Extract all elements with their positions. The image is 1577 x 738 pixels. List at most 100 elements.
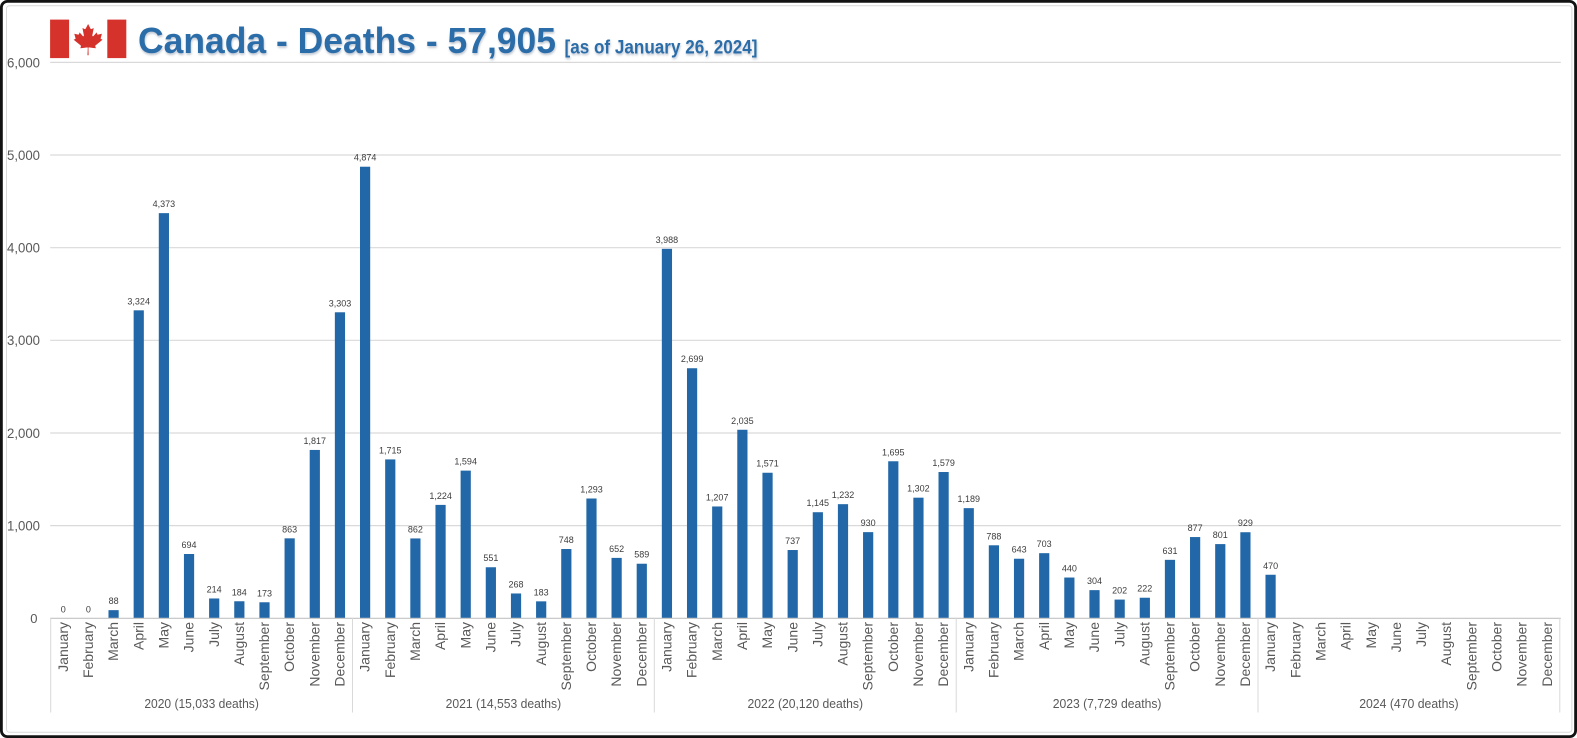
svg-text:2021 (14,553 deaths): 2021 (14,553 deaths) <box>446 696 562 711</box>
svg-text:November: November <box>1514 622 1530 687</box>
svg-text:February: February <box>80 622 96 678</box>
svg-text:April: April <box>1338 622 1354 650</box>
svg-text:March: March <box>105 622 121 661</box>
svg-text:March: March <box>709 622 725 661</box>
svg-text:September: September <box>558 622 574 691</box>
svg-text:1,293: 1,293 <box>580 485 603 495</box>
svg-text:1,579: 1,579 <box>932 458 955 468</box>
svg-text:551: 551 <box>483 553 498 563</box>
svg-text:November: November <box>306 622 322 687</box>
svg-text:183: 183 <box>534 587 549 597</box>
svg-text:788: 788 <box>986 531 1001 541</box>
svg-text:October: October <box>583 622 599 672</box>
svg-text:August: August <box>231 622 247 666</box>
svg-text:October: October <box>1489 622 1505 672</box>
svg-text:3,324: 3,324 <box>127 296 150 306</box>
svg-text:2,035: 2,035 <box>731 416 754 426</box>
svg-text:November: November <box>1212 622 1228 687</box>
svg-text:5,000: 5,000 <box>7 148 40 163</box>
svg-text:440: 440 <box>1062 564 1077 574</box>
svg-text:1,594: 1,594 <box>454 457 477 467</box>
svg-text:2,000: 2,000 <box>7 426 40 441</box>
svg-text:1,817: 1,817 <box>304 436 327 446</box>
svg-text:1,302: 1,302 <box>907 484 930 494</box>
svg-text:March: March <box>1011 622 1027 661</box>
svg-text:703: 703 <box>1037 539 1052 549</box>
svg-text:October: October <box>281 622 297 672</box>
svg-text:April: April <box>130 622 146 650</box>
svg-text:May: May <box>759 622 775 648</box>
svg-text:January: January <box>357 622 373 672</box>
svg-text:July: July <box>206 622 222 647</box>
svg-text:1,232: 1,232 <box>832 490 855 500</box>
svg-text:929: 929 <box>1238 518 1253 528</box>
svg-text:1,189: 1,189 <box>958 494 981 504</box>
svg-text:694: 694 <box>181 540 196 550</box>
svg-text:652: 652 <box>609 544 624 554</box>
svg-text:1,207: 1,207 <box>706 493 729 503</box>
svg-text:643: 643 <box>1012 545 1027 555</box>
svg-text:304: 304 <box>1087 576 1102 586</box>
svg-text:June: June <box>1388 622 1404 653</box>
svg-text:July: July <box>809 622 825 647</box>
svg-text:2,699: 2,699 <box>681 354 704 364</box>
svg-text:0: 0 <box>30 611 37 626</box>
svg-text:July: July <box>1111 622 1127 647</box>
svg-text:184: 184 <box>232 587 247 597</box>
svg-text:6,000: 6,000 <box>7 55 40 70</box>
svg-text:August: August <box>533 622 549 666</box>
svg-text:2022 (20,120 deaths): 2022 (20,120 deaths) <box>748 696 864 711</box>
svg-text:0: 0 <box>86 604 91 614</box>
svg-text:173: 173 <box>257 588 272 598</box>
svg-text:July: July <box>1413 622 1429 647</box>
svg-text:3,988: 3,988 <box>656 235 679 245</box>
svg-text:748: 748 <box>559 535 574 545</box>
svg-text:September: September <box>256 622 272 691</box>
svg-text:801: 801 <box>1213 530 1228 540</box>
svg-text:4,874: 4,874 <box>354 153 377 163</box>
svg-text:1,145: 1,145 <box>807 498 830 508</box>
svg-text:May: May <box>457 622 473 648</box>
svg-text:May: May <box>1061 622 1077 648</box>
svg-text:1,715: 1,715 <box>379 445 402 455</box>
svg-text:88: 88 <box>109 596 119 606</box>
svg-text:September: September <box>1463 622 1479 691</box>
svg-text:2023 (7,729 deaths): 2023 (7,729 deaths) <box>1053 696 1162 711</box>
svg-text:863: 863 <box>282 524 297 534</box>
svg-text:January: January <box>55 622 71 672</box>
svg-text:589: 589 <box>634 550 649 560</box>
svg-text:November: November <box>608 622 624 687</box>
svg-text:1,224: 1,224 <box>429 491 452 501</box>
svg-text:November: November <box>910 622 926 687</box>
svg-text:1,695: 1,695 <box>882 447 905 457</box>
svg-text:January: January <box>960 622 976 672</box>
svg-text:April: April <box>1036 622 1052 650</box>
svg-text:December: December <box>633 622 649 687</box>
svg-text:June: June <box>483 622 499 653</box>
svg-text:June: June <box>784 622 800 653</box>
svg-text:March: March <box>1313 622 1329 661</box>
svg-text:202: 202 <box>1112 586 1127 596</box>
svg-text:1,571: 1,571 <box>756 459 779 469</box>
svg-text:December: December <box>1237 622 1253 687</box>
svg-text:631: 631 <box>1162 546 1177 556</box>
svg-text:June: June <box>181 622 197 653</box>
svg-text:[as of January 26, 2024]: [as of January 26, 2024] <box>565 36 758 58</box>
svg-text:Canada - Deaths - 57,905: Canada - Deaths - 57,905 <box>138 20 556 61</box>
svg-text:March: March <box>407 622 423 661</box>
svg-text:2020 (15,033 deaths): 2020 (15,033 deaths) <box>144 696 259 711</box>
svg-text:December: December <box>935 622 951 687</box>
svg-text:930: 930 <box>861 518 876 528</box>
svg-text:August: August <box>835 622 851 666</box>
svg-text:737: 737 <box>785 536 800 546</box>
svg-text:February: February <box>1287 622 1303 678</box>
svg-text:3,303: 3,303 <box>329 298 352 308</box>
svg-text:2024 (470 deaths): 2024 (470 deaths) <box>1359 696 1458 711</box>
svg-text:222: 222 <box>1137 584 1152 594</box>
svg-text:4,373: 4,373 <box>153 199 176 209</box>
svg-text:June: June <box>1086 622 1102 653</box>
svg-text:3,000: 3,000 <box>7 333 40 348</box>
svg-text:July: July <box>508 622 524 647</box>
svg-text:September: September <box>1162 622 1178 691</box>
svg-text:September: September <box>860 622 876 691</box>
